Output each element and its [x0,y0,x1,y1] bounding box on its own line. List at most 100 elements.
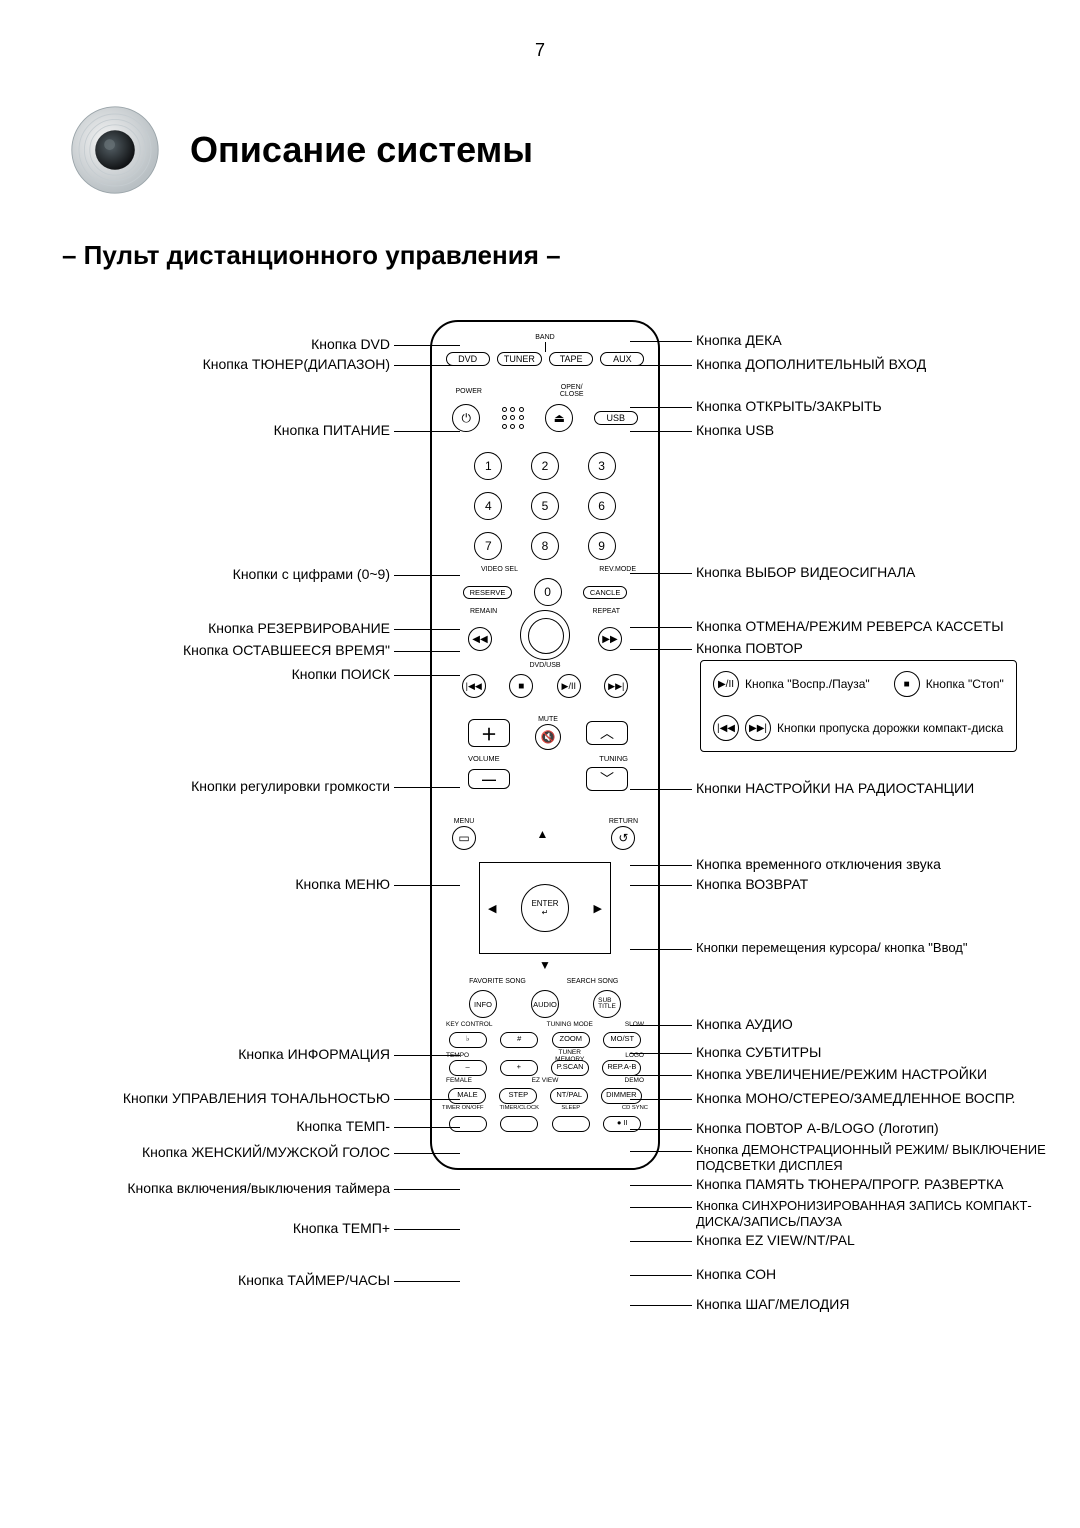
tuning-label: TUNING [599,754,628,763]
callout-line [630,627,692,628]
dpad[interactable]: ◀ ▶ ENTER ↵ [479,862,611,954]
step-button[interactable]: STEP [499,1088,537,1104]
subtitle-button[interactable]: SUB TITLE [593,990,621,1018]
num-9[interactable]: 9 [588,532,616,560]
inset-stop-icon: ■ [894,671,920,697]
volume-down-button[interactable]: — [468,769,510,789]
usb-button[interactable]: USB [594,411,638,425]
male-button[interactable]: MALE [448,1088,486,1104]
pscan-button[interactable]: P.SCAN [551,1060,589,1076]
num-8[interactable]: 8 [531,532,559,560]
cdsync-label: CD SYNC [597,1106,649,1112]
flat-button[interactable]: ♭ [449,1032,487,1048]
num-0[interactable]: 0 [534,578,562,606]
aux-button[interactable]: AUX [600,352,644,366]
volume-up-button[interactable]: ＋ [468,719,510,747]
eject-button[interactable]: ⏏ [545,404,573,432]
callout-line [630,1099,692,1100]
sharp-button[interactable]: # [500,1032,538,1048]
callout-right-10: Кнопки перемещения курсора/ кнопка "Ввод… [696,940,967,956]
callout-right-8: Кнопка временного отключения звука [696,856,941,874]
dpad-preview-up-icon: ▲ [536,827,548,841]
inset-playpause-label: Кнопка "Воспр./Пауза" [745,677,870,691]
zoom-button[interactable]: ZOOM [552,1032,590,1048]
callout-left-1: Кнопка ТЮНЕР(ДИАПАЗОН) [203,356,390,374]
stop-button[interactable]: ■ [509,674,533,698]
play-pause-button[interactable]: ▶/II [557,674,581,698]
rewind-button[interactable]: ◀◀ [468,627,492,651]
return-button[interactable]: ↺ [611,826,635,850]
dpad-left-icon[interactable]: ◀ [488,902,496,915]
callout-line [630,865,692,866]
tuner-button[interactable]: TUNER [497,352,542,366]
num-5[interactable]: 5 [531,492,559,520]
timer-onoff-button[interactable] [449,1116,487,1132]
callout-line [394,1099,460,1100]
ntpal-button[interactable]: NT/PAL [550,1088,588,1104]
callout-right-11: Кнопка АУДИО [696,1016,793,1034]
callout-left-14: Кнопка ТЕМП+ [293,1220,390,1238]
inset-prev-icon: |◀◀ [713,715,739,741]
enter-label: ENTER [531,899,558,908]
power-button[interactable]: ⏻ [452,404,480,432]
subtitle: – Пульт дистанционного управления – [62,240,561,271]
callout-right-0: Кнопка ДЕКА [696,332,782,350]
dimmer-button[interactable]: DIMMER [601,1088,641,1104]
next-track-button[interactable]: ▶▶| [604,674,628,698]
page-title: Описание системы [190,129,533,171]
num-2[interactable]: 2 [531,452,559,480]
jog-dial[interactable] [520,610,570,660]
num-7[interactable]: 7 [474,532,502,560]
dvd-button[interactable]: DVD [446,352,490,366]
callout-line [630,573,692,574]
callout-left-13: Кнопка включения/выключения таймера [127,1180,390,1198]
num-4[interactable]: 4 [474,492,502,520]
callout-line [630,1025,692,1026]
most-button[interactable]: MO/ST [603,1032,641,1048]
dpad-right-icon[interactable]: ▶ [594,902,602,915]
tuning-down-button[interactable]: ﹀ [586,767,628,791]
playback-inset: ▶/II Кнопка "Воспр./Пауза" ■ Кнопка "Сто… [700,660,1017,752]
num-3[interactable]: 3 [588,452,616,480]
callout-line [394,1153,460,1154]
audio-button[interactable]: AUDIO [531,990,559,1018]
inset-playpause-icon: ▶/II [713,671,739,697]
callout-right-12: Кнопка СУБТИТРЫ [696,1044,821,1062]
return-col: RETURN ↺ [609,818,638,850]
enter-button[interactable]: ENTER ↵ [521,884,569,932]
timer-clock-button[interactable] [500,1116,538,1132]
prev-track-button[interactable]: |◀◀ [462,674,486,698]
inset-next-icon: ▶▶| [745,715,771,741]
tape-button[interactable]: TAPE [549,352,593,366]
callout-line [630,949,692,950]
callout-line [630,1207,692,1208]
rep-ab-button[interactable]: REP.A-B [602,1060,641,1076]
callout-line [630,1151,692,1152]
callout-line [394,787,460,788]
num-1[interactable]: 1 [474,452,502,480]
tempo-minus-button[interactable]: – [449,1060,487,1076]
videosel-label: VIDEO SEL [454,566,545,573]
search-song-label: SEARCH SONG [545,978,640,985]
num-6[interactable]: 6 [588,492,616,520]
callout-line [394,1055,460,1056]
repeat-label: REPEAT [593,608,621,615]
tempo-plus-button[interactable]: + [500,1060,538,1076]
info-button[interactable]: INFO [469,990,497,1018]
tuning-up-button[interactable]: ︿ [586,721,628,745]
forward-button[interactable]: ▶▶ [598,627,622,651]
menu-button[interactable]: ▭ [452,826,476,850]
reserve-button[interactable]: RESERVE [463,586,513,599]
callout-right-21: Кнопка ШАГ/МЕЛОДИЯ [696,1296,849,1314]
cancel-button[interactable]: CANCLE [583,586,627,599]
callout-line [394,1127,460,1128]
callout-right-14: Кнопка МОНО/СТЕРЕО/ЗАМЕДЛЕННОЕ ВОСПР. [696,1090,1015,1108]
mute-button[interactable]: 🔇 [535,724,561,750]
callout-line [394,345,460,346]
sleep-button[interactable] [552,1116,590,1132]
callout-right-1: Кнопка ДОПОЛНИТЕЛЬНЫЙ ВХОД [696,356,926,374]
menu-col: MENU ▭ [452,818,476,850]
callout-left-5: Кнопка ОСТАВШЕЕСЯ ВРЕМЯ" [183,642,390,660]
callout-line [630,1241,692,1242]
callout-line [630,789,692,790]
